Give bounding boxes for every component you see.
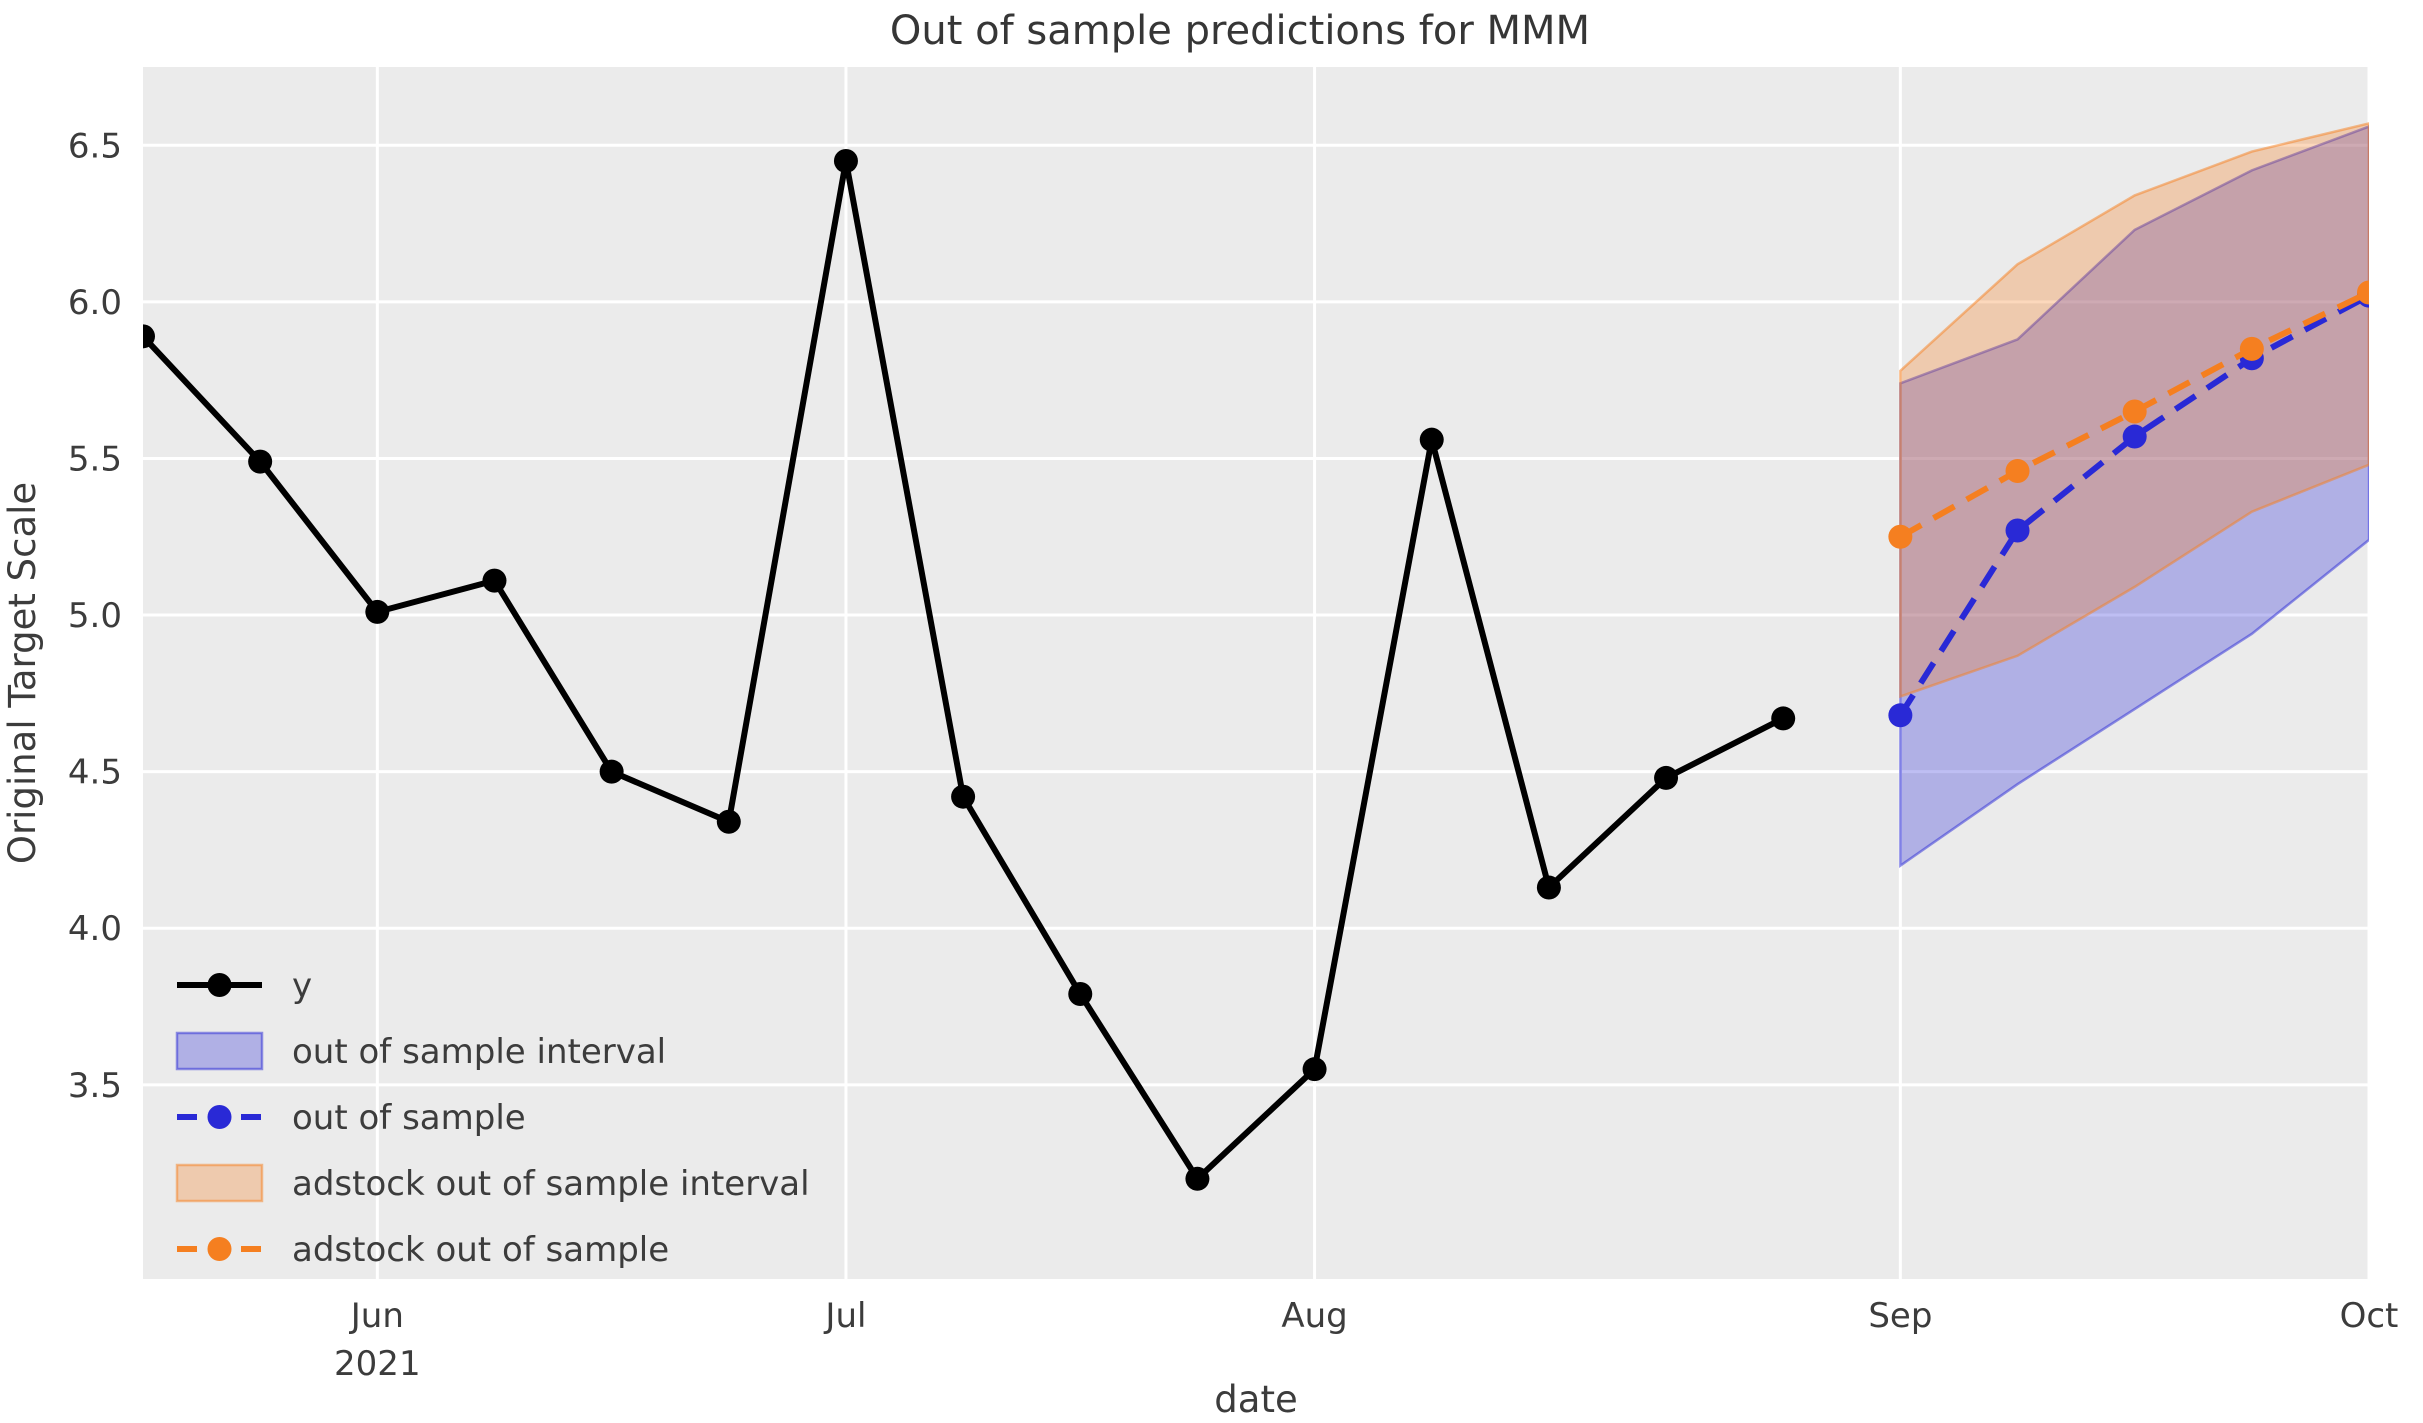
x-tick-label: Sep [1868, 1296, 1932, 1336]
y-tick-label: 5.0 [68, 596, 122, 636]
x-tick-label: Jul [823, 1296, 866, 1336]
data-point [1068, 982, 1093, 1007]
x-tick-labels: Jun 2021 Jul Aug Sep Oct [334, 1296, 2398, 1384]
chart-title: Out of sample predictions for MMM [890, 8, 1590, 54]
data-point [1419, 427, 1444, 452]
legend-item-label: out of sample [292, 1098, 526, 1138]
data-point [248, 449, 273, 474]
data-point [1771, 706, 1796, 731]
x-tick-year-label: 2021 [334, 1344, 421, 1384]
data-point [1302, 1057, 1327, 1082]
data-point [2122, 399, 2147, 424]
legend-item-out-of-sample: out of sample [177, 1098, 526, 1138]
legend-item-label: adstock out of sample [292, 1230, 669, 1270]
out-of-sample-interval-band [1899, 125, 2369, 868]
y-tick-label: 6.5 [68, 126, 122, 166]
legend-item-label: adstock out of sample interval [292, 1164, 810, 1204]
data-point [2239, 336, 2264, 361]
plot-area [143, 67, 2369, 1279]
legend-item-adstock-out-of-sample: adstock out of sample [177, 1230, 669, 1270]
legend-swatch-marker [207, 1237, 232, 1261]
data-point [951, 784, 976, 809]
legend: y out of sample interval out of sample adst… [175, 966, 810, 1270]
legend-swatch-marker [207, 1105, 232, 1129]
data-point [143, 324, 155, 349]
data-point [599, 759, 624, 784]
legend-swatch-marker [207, 973, 232, 997]
y-axis-label: Original Target Scale [1, 482, 44, 864]
y-tick-label: 3.5 [68, 1066, 122, 1106]
out-of-sample-line [1897, 292, 2369, 717]
data-point [1888, 703, 1913, 728]
series-lines [143, 148, 2369, 1191]
data-point [2357, 280, 2369, 305]
x-tick-label: Aug [1281, 1296, 1347, 1336]
data-point [1654, 765, 1679, 790]
data-point [2005, 459, 2030, 483]
y-series [143, 148, 1796, 1191]
x-tick-label: Oct [2340, 1296, 2399, 1336]
data-point [716, 809, 741, 834]
y-tick-label: 4.5 [68, 753, 122, 793]
data-point [1536, 875, 1561, 900]
x-axis-label: date [1214, 1378, 1297, 1421]
data-point [833, 148, 858, 173]
legend-swatch-band [175, 1031, 264, 1071]
data-point [1185, 1166, 1210, 1191]
adstock-out-of-sample-series [1888, 280, 2369, 549]
y-tick-label: 4.0 [68, 909, 122, 949]
y-tick-label: 6.0 [68, 283, 122, 323]
data-point [482, 568, 507, 593]
adstock-out-of-sample-line [1898, 289, 2369, 540]
legend-item-y: y [177, 966, 312, 1006]
legend-item-label: out of sample interval [292, 1032, 666, 1072]
data-point [2005, 518, 2030, 543]
legend-swatch-band [175, 1163, 264, 1203]
y-tick-labels: 3.5 4.0 4.5 5.0 5.5 6.0 6.5 [68, 126, 122, 1106]
data-point [1888, 524, 1913, 549]
legend-item-label: y [292, 966, 312, 1006]
data-point [365, 599, 390, 624]
y-tick-label: 5.5 [68, 439, 122, 479]
legend-item-adstock-out-of-sample-interval: adstock out of sample interval [175, 1163, 810, 1204]
legend-item-out-of-sample-interval: out of sample interval [175, 1031, 666, 1072]
data-point [2122, 424, 2147, 449]
x-tick-label: Jun [349, 1296, 404, 1336]
